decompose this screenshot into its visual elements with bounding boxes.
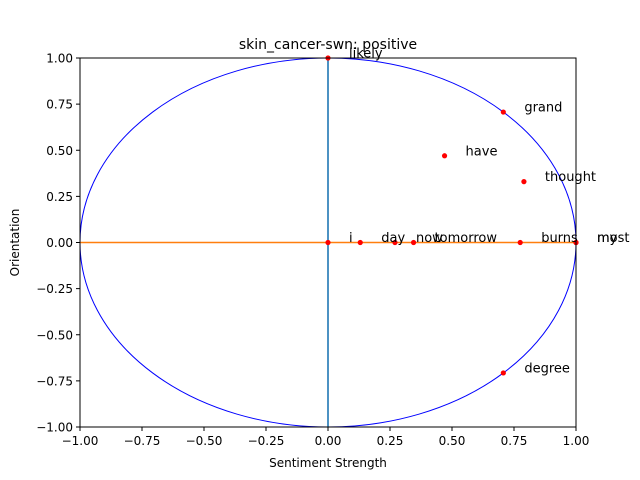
data-point-thought bbox=[521, 179, 527, 185]
y-tick-label: −0.75 bbox=[36, 374, 73, 388]
point-label-now: now bbox=[416, 231, 443, 246]
data-point-now bbox=[392, 239, 398, 246]
data-point-grand bbox=[500, 109, 506, 115]
x-tick-label: 0.50 bbox=[439, 434, 466, 448]
y-tick-label: 0.50 bbox=[46, 144, 73, 158]
data-point-tomorrow bbox=[410, 239, 417, 246]
x-tick-label: 0.75 bbox=[501, 434, 528, 448]
data-point-i bbox=[325, 239, 331, 246]
x-tick-label: −0.50 bbox=[186, 434, 223, 448]
y-tick-label: −1.00 bbox=[36, 421, 73, 435]
point-label-have: have bbox=[466, 144, 498, 159]
data-point-have bbox=[441, 153, 448, 159]
x-axis-label: Sentiment Strength bbox=[269, 456, 387, 470]
y-tick-label: −0.25 bbox=[36, 282, 73, 296]
y-axis-label: Orientation bbox=[8, 209, 22, 277]
x-tick-label: −0.75 bbox=[124, 434, 161, 448]
y-tick-label: 0.00 bbox=[46, 236, 73, 250]
data-point-day bbox=[357, 239, 363, 246]
chart-title: skin_cancer-swn: positive bbox=[239, 37, 417, 53]
y-tick-label: −0.50 bbox=[36, 328, 73, 342]
x-tick-label: −0.25 bbox=[248, 434, 285, 448]
point-label-grand: grand bbox=[524, 101, 562, 116]
x-tick-label: 0.25 bbox=[377, 434, 404, 448]
y-axis-ticks: −1.00 −0.75 −0.50 −0.25 0.00 0.25 0.50 0.75 1.00 bbox=[36, 52, 80, 435]
x-tick-label: 1.00 bbox=[563, 434, 590, 448]
x-tick-label: −1.00 bbox=[62, 434, 99, 448]
point-label-i: i bbox=[349, 231, 353, 246]
point-label-thought: thought bbox=[545, 170, 596, 185]
y-tick-label: 0.25 bbox=[46, 190, 73, 204]
point-label-burns: burns bbox=[541, 231, 578, 246]
y-tick-label: 0.75 bbox=[46, 98, 73, 112]
data-point-degree bbox=[500, 370, 506, 376]
point-label-likely: likely bbox=[349, 47, 383, 62]
point-label-most: most bbox=[597, 231, 630, 246]
x-tick-label: 0.00 bbox=[315, 434, 342, 448]
point-label-my: my bbox=[597, 231, 618, 246]
x-axis-ticks: −1.00 −0.75 −0.50 −0.25 0.00 0.25 0.50 0.75 1.00 bbox=[62, 427, 590, 448]
y-tick-label: 1.00 bbox=[46, 52, 73, 66]
point-label-day: day bbox=[381, 231, 405, 246]
point-label-degree: degree bbox=[524, 361, 570, 376]
point-label-tomorrow: tomorrow bbox=[435, 231, 498, 246]
data-point-burns bbox=[517, 239, 523, 246]
